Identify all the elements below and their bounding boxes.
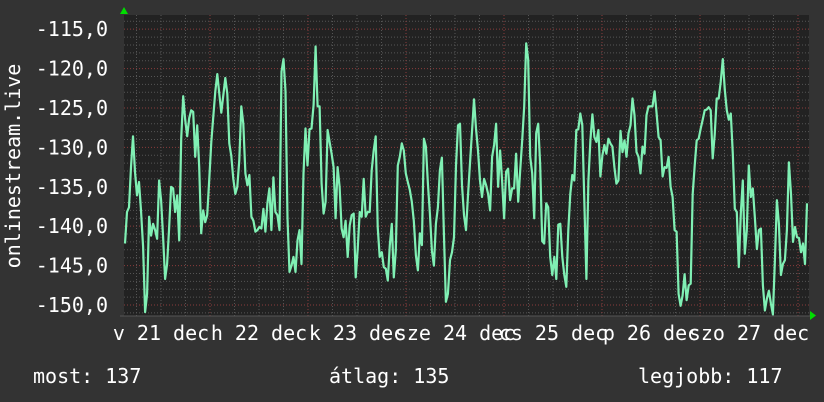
x-axis-arrow-icon bbox=[810, 311, 816, 320]
y-tick-label: -150,0 bbox=[36, 293, 108, 317]
x-tick-label: p 26 dec bbox=[603, 321, 699, 345]
legend: most: 137 átlag: 135 legjobb: 117 bbox=[33, 364, 783, 388]
plot-area bbox=[124, 15, 809, 316]
y-tick-label: -140,0 bbox=[36, 214, 108, 238]
y-tick-label: -145,0 bbox=[36, 254, 108, 278]
x-tick-label: szo 27 dec bbox=[689, 321, 809, 345]
x-tick-label: v 21 dec bbox=[113, 321, 209, 345]
y-tick-label: -135,0 bbox=[36, 175, 108, 199]
y-tick-label: -130,0 bbox=[36, 135, 108, 159]
average-label: átlag: 135 bbox=[329, 364, 449, 388]
y-axis-arrow-icon bbox=[120, 7, 128, 14]
x-tick-label: h 22 dec bbox=[211, 321, 307, 345]
y-tick-label: -115,0 bbox=[36, 17, 108, 41]
x-tick-label: sze 24 dec bbox=[395, 321, 515, 345]
series-line bbox=[123, 42, 809, 316]
x-tick-label: k 23 dec bbox=[309, 321, 405, 345]
y-tick-label: -120,0 bbox=[36, 57, 108, 81]
average-value: 135 bbox=[413, 364, 449, 388]
current-label: most: 137 bbox=[33, 364, 141, 388]
y-axis-ticks: -115,0 -120,0 -125,0 -130,0 -135,0 -140,0 -145… bbox=[36, 17, 108, 317]
y-axis-title: onlinestream.live bbox=[1, 64, 25, 269]
max-label: legjobb: 117 bbox=[638, 364, 783, 388]
current-value: 137 bbox=[105, 364, 141, 388]
y-tick-label: -125,0 bbox=[36, 96, 108, 120]
x-tick-label: cs 25 dec bbox=[499, 321, 607, 345]
max-value: 117 bbox=[746, 364, 782, 388]
